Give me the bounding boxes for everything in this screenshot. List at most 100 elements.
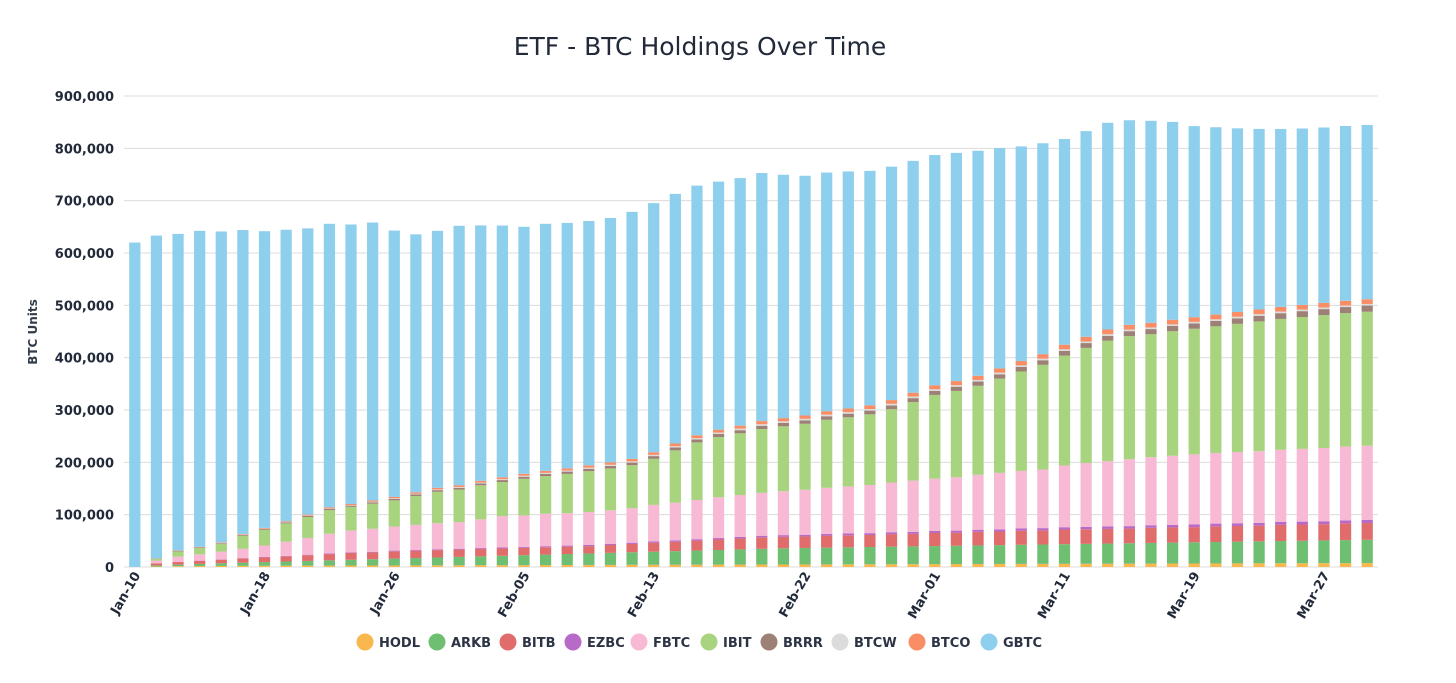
- bar-segment-arkb: [172, 564, 184, 567]
- legend-item-ezbc[interactable]: EZBC: [564, 633, 625, 652]
- bar-segment-hodl: [799, 564, 811, 567]
- bar-segment-btcw: [604, 464, 617, 466]
- bar-segment-hodl: [496, 565, 508, 567]
- bar-segment-fbtc: [885, 482, 898, 533]
- legend-item-bitb[interactable]: BITB: [499, 633, 556, 652]
- bar-segment-ezbc: [1037, 528, 1049, 531]
- bar-segment-btco: [669, 443, 681, 447]
- bar-segment-hodl: [280, 565, 292, 567]
- bar-segment-fbtc: [972, 474, 984, 530]
- bar-segment-btcw: [842, 412, 854, 414]
- legend-item-hodl[interactable]: HODL: [356, 633, 421, 652]
- bar-stack: [280, 229, 292, 567]
- bar-segment-btco: [583, 465, 595, 468]
- bar-segment-arkb: [864, 547, 876, 565]
- legend-item-btco[interactable]: BTCO: [908, 633, 971, 652]
- bar-segment-fbtc: [799, 489, 811, 535]
- bar-segment-ibit: [237, 535, 249, 549]
- bar-segment-hodl: [691, 564, 703, 567]
- bar-segment-bitb: [799, 536, 811, 548]
- bar-segment-ibit: [669, 450, 681, 503]
- bar-segment-arkb: [907, 546, 919, 565]
- bar-segment-btco: [1080, 336, 1092, 342]
- bar-segment-btco: [1145, 322, 1157, 328]
- bar-segment-btco: [972, 375, 984, 380]
- bar-segment-btco: [453, 485, 465, 488]
- bar-segment-hodl: [453, 565, 465, 567]
- bar-stack: [1102, 122, 1114, 567]
- bar-segment-fbtc: [1145, 457, 1157, 526]
- bar-segment-brrr: [1253, 315, 1265, 322]
- bar-stack: [972, 150, 984, 567]
- bar-segment-ezbc: [1123, 526, 1135, 529]
- bar-segment-btco: [604, 462, 617, 465]
- bar-segment-bitb: [280, 556, 292, 562]
- bar-segment-fbtc: [1361, 445, 1373, 520]
- bar-segment-arkb: [388, 558, 400, 566]
- bar-segment-ibit: [777, 426, 790, 492]
- bar-segment-btco: [302, 514, 314, 516]
- legend-item-ibit[interactable]: IBIT: [700, 633, 752, 652]
- bar-segment-ezbc: [734, 536, 746, 539]
- bar-segment-brrr: [712, 434, 725, 438]
- bar-segment-hodl: [561, 565, 573, 567]
- bar-segment-hodl: [1231, 563, 1244, 567]
- bar-segment-brrr: [648, 456, 660, 459]
- bar-segment-arkb: [1058, 544, 1071, 564]
- bar-segment-gbtc: [1080, 131, 1092, 337]
- bar-segment-gbtc: [561, 222, 573, 469]
- bar-segment-fbtc: [453, 522, 465, 549]
- bar-segment-brrr: [1166, 326, 1179, 332]
- bar-segment-arkb: [1080, 543, 1092, 564]
- bar-segment-gbtc: [1318, 127, 1330, 303]
- bar-segment-bitb: [972, 531, 984, 546]
- bar-segment-hodl: [950, 564, 963, 567]
- bar-segment-arkb: [1210, 541, 1222, 564]
- bar-segment-btcw: [864, 409, 876, 411]
- bar-segment-gbtc: [388, 230, 400, 497]
- bar-segment-hodl: [388, 565, 400, 567]
- bar-segment-btcw: [1275, 311, 1287, 314]
- bar-segment-hodl: [1058, 563, 1071, 567]
- legend-item-brrr[interactable]: BRRR: [760, 633, 823, 652]
- bar-segment-ibit: [712, 437, 725, 498]
- bar-segment-brrr: [1188, 323, 1200, 329]
- bar-segment-gbtc: [367, 222, 379, 501]
- bar-segment-bitb: [323, 554, 336, 561]
- bar-segment-fbtc: [1037, 469, 1049, 529]
- bar-segment-hodl: [323, 565, 336, 567]
- bar-segment-brrr: [453, 487, 465, 490]
- bar-segment-btcw: [1058, 349, 1071, 351]
- bar-stack: [1166, 121, 1179, 567]
- legend-item-gbtc[interactable]: GBTC: [980, 633, 1043, 652]
- bar-stack: [907, 160, 919, 567]
- legend-item-fbtc[interactable]: FBTC: [630, 633, 691, 652]
- legend-item-btcw[interactable]: BTCW: [831, 633, 897, 652]
- bar-segment-ezbc: [972, 529, 984, 532]
- bar-stack: [799, 175, 811, 567]
- bar-segment-ezbc: [1102, 526, 1114, 529]
- bar-segment-arkb: [1015, 544, 1027, 564]
- bar-segment-bitb: [669, 541, 681, 552]
- bar-segment-bitb: [539, 547, 552, 555]
- bar-segment-hodl: [345, 565, 357, 567]
- bar-segment-bitb: [1080, 529, 1092, 544]
- legend-item-arkb[interactable]: ARKB: [428, 633, 492, 652]
- bar-segment-btcw: [1037, 358, 1049, 361]
- bar-segment-hodl: [864, 564, 876, 567]
- bar-segment-ezbc: [496, 547, 508, 549]
- legend[interactable]: HODL ARKB BITB EZBC FBTC IBIT BRRR BTCW BTCO GBTC: [356, 633, 1043, 652]
- bar-segment-bitb: [885, 534, 898, 547]
- bar-segment-ibit: [215, 543, 227, 552]
- bar-stack: [1188, 126, 1200, 567]
- bar-segment-ibit: [1166, 331, 1179, 456]
- bar-segment-brrr: [994, 374, 1006, 379]
- bar-segment-bitb: [1145, 527, 1157, 543]
- bar-segment-bitb: [1361, 523, 1373, 540]
- bar-segment-btco: [431, 487, 444, 490]
- bar-segment-fbtc: [777, 491, 790, 536]
- bar-segment-hodl: [172, 566, 184, 567]
- bar-segment-btcw: [1318, 307, 1330, 310]
- bar-segment-btcw: [669, 446, 681, 448]
